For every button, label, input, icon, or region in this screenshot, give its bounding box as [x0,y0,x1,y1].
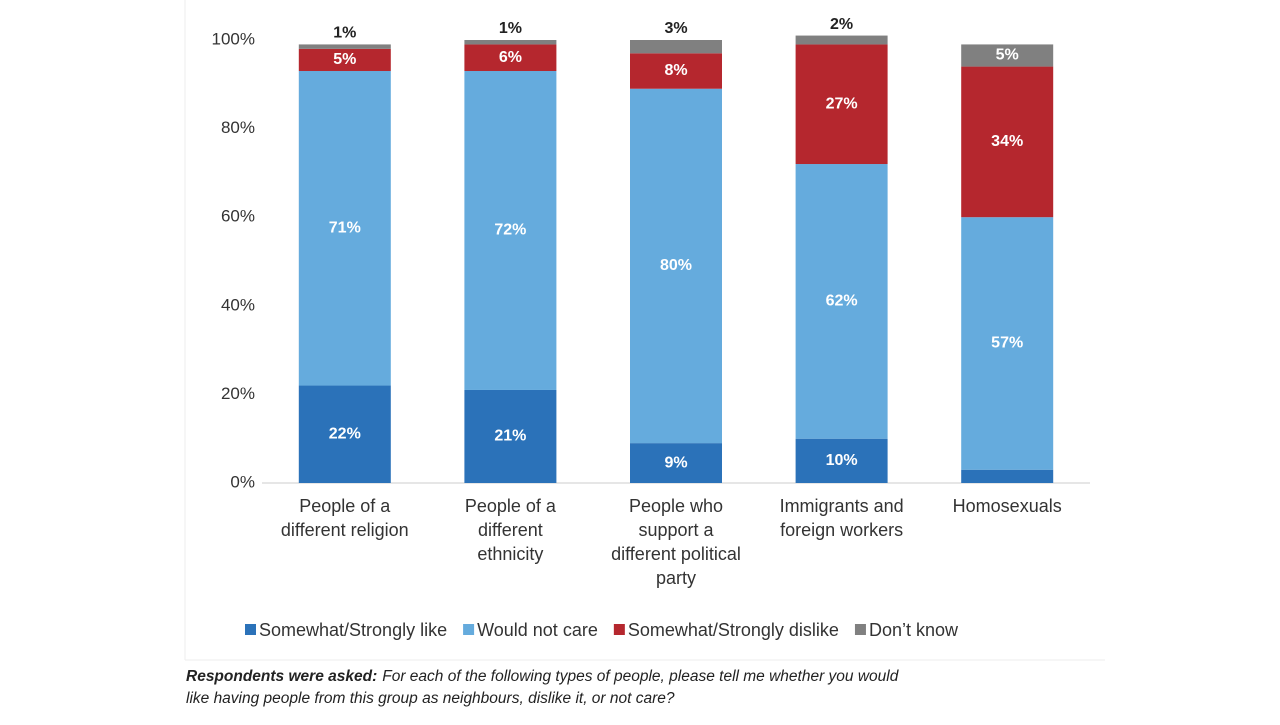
bar-segment [795,35,888,45]
value-label: 5% [333,51,356,68]
y-tick-label: 0% [230,472,255,491]
value-label: 62% [826,293,858,310]
bar-segment [464,71,557,390]
value-label: 8% [664,62,687,79]
value-label: 2% [830,16,853,33]
legend-label: Would not care [477,620,598,640]
value-label: 34% [991,133,1023,150]
legend-swatch [854,624,866,635]
legend-label: Somewhat/Strongly dislike [628,620,839,640]
bar-segment [961,217,1054,470]
value-label: 72% [494,222,526,239]
bar-segment [298,71,391,386]
bar-segment [795,438,888,483]
bar-segment [795,44,888,165]
value-label: 57% [991,335,1023,352]
bar-segment [298,48,391,72]
note-label: Respondents were asked: [186,668,377,685]
note-text: like having people from this group as ne… [186,690,675,707]
value-label: 6% [499,49,522,66]
x-tick-label: People who [629,496,723,516]
x-tick-label: ethnicity [477,544,543,564]
value-label: 21% [494,428,526,445]
value-label: 1% [333,25,356,42]
y-tick-label: 80% [221,118,255,137]
x-tick-label: People of a [299,496,391,516]
value-label: 10% [826,452,858,469]
bar-segment [795,164,888,439]
x-tick-label: different political [611,544,741,564]
x-tick-label: People of a [465,496,557,516]
x-tick-label: party [656,568,696,588]
x-tick-label: Homosexuals [953,496,1062,516]
bar-segment [630,53,722,89]
bar-segment [464,389,557,483]
note-text: For each of the following types of peopl… [382,668,899,685]
bar-segment [961,44,1054,67]
bar-segment [630,40,722,54]
bar-segment [630,88,722,444]
value-label: 9% [664,454,687,471]
legend-swatch [245,624,256,635]
value-label: 27% [826,95,858,112]
x-tick-label: foreign workers [780,520,903,540]
bar-segment [298,44,391,49]
value-label: 80% [660,257,692,274]
value-label: 1% [499,20,522,37]
y-tick-label: 40% [221,295,255,314]
value-label: 3% [664,20,687,37]
x-tick-label: different [478,520,543,540]
x-tick-label: different religion [281,520,409,540]
bar-segment [464,40,557,45]
bar-segment [961,66,1054,218]
y-tick-label: 100% [212,29,255,48]
x-tick-label: support a [638,520,714,540]
bar-segment [298,385,391,483]
bar-segment [630,443,722,483]
value-label: 71% [329,219,361,236]
y-tick-label: 20% [221,384,255,403]
value-label: 22% [329,425,361,442]
bar-segment [464,44,557,72]
legend-swatch [613,624,625,635]
x-tick-label: Immigrants and [780,496,904,516]
y-tick-label: 60% [221,207,255,226]
legend-label: Don’t know [869,620,959,640]
legend-label: Somewhat/Strongly like [259,620,447,640]
bar-segment [961,469,1054,483]
value-label: 5% [996,47,1019,64]
legend-swatch [463,624,475,635]
